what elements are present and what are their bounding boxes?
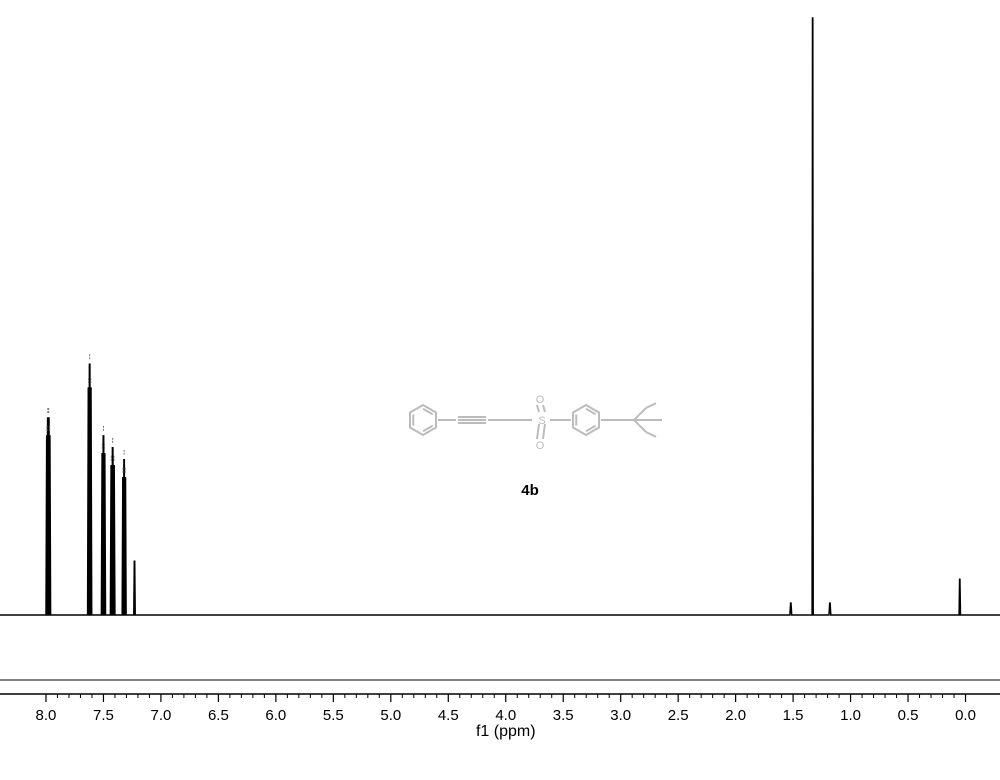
x-tick-label: 6.0 <box>265 707 286 724</box>
x-tick-label: 0.5 <box>898 707 919 724</box>
x-tick-label: 6.5 <box>208 707 229 724</box>
x-tick-label: 5.5 <box>323 707 344 724</box>
double-bond <box>537 424 539 439</box>
x-tick-label: 2.5 <box>668 707 689 724</box>
bond <box>646 403 656 408</box>
bond <box>646 432 656 437</box>
x-tick-label: 0.0 <box>955 707 976 724</box>
atom-label: O <box>536 394 545 406</box>
nmr-spectrum-page: { "chart": { "type": "line", "xlabel": "… <box>0 0 1000 780</box>
x-tick-label: 4.5 <box>438 707 459 724</box>
x-tick-label: 7.5 <box>93 707 114 724</box>
compound-label: 4b <box>521 482 539 499</box>
x-tick-label: 7.0 <box>150 707 171 724</box>
x-tick-label: 3.5 <box>553 707 574 724</box>
x-tick-label: 3.0 <box>610 707 631 724</box>
double-bond <box>537 405 539 412</box>
x-tick-label: 8.0 <box>36 707 57 724</box>
x-axis-label: f1 (ppm) <box>476 723 536 740</box>
spectrum-trace <box>0 18 1000 615</box>
compound-structure: SOO <box>410 394 662 452</box>
x-tick-label: 4.0 <box>495 707 516 724</box>
x-tick-label: 1.0 <box>840 707 861 724</box>
bond <box>634 420 646 432</box>
bond <box>634 408 646 420</box>
x-tick-label: 1.5 <box>783 707 804 724</box>
x-tick-label: 5.0 <box>380 707 401 724</box>
nmr-chart: 8.0 7.5 7.0 6.5 6.0 5.5 5.0 4.5 4.0 3.5 3.0 2.5 2.0 1… <box>0 0 1000 780</box>
double-bond <box>543 405 545 412</box>
atom-label: O <box>536 440 545 452</box>
x-tick-label: 2.0 <box>725 707 746 724</box>
